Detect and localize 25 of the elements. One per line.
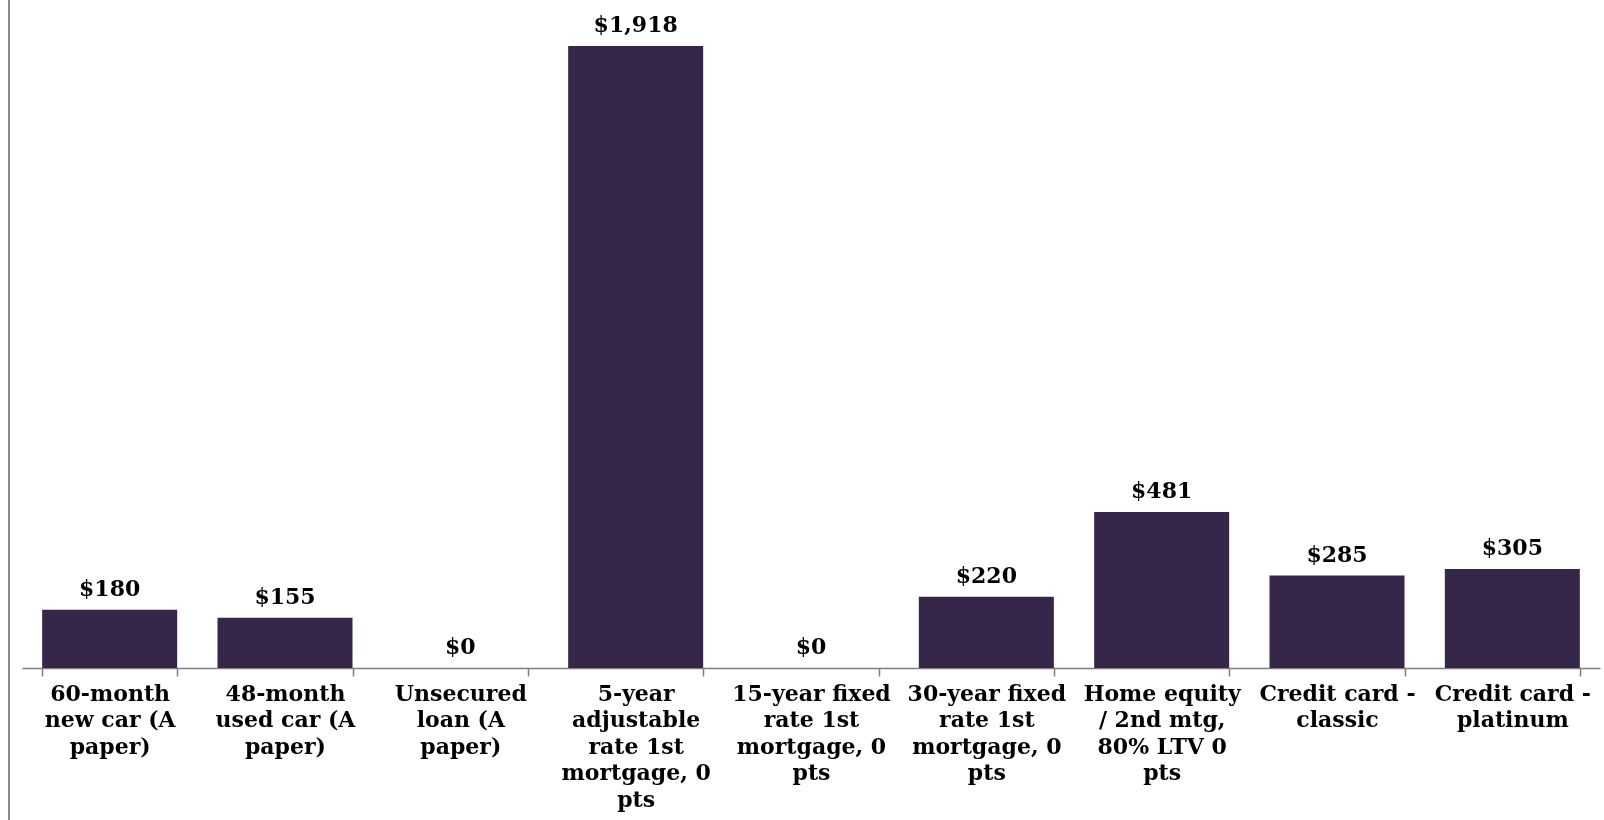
data-label: $155 (254, 582, 316, 609)
x-tick-label: 60-month new car (A paper) (44, 679, 177, 759)
bar (1444, 569, 1580, 668)
data-label: $1,918 (593, 11, 678, 37)
x-tick-label: Unsecured loan (A paper) (394, 679, 527, 759)
data-label: $0 (445, 633, 476, 659)
data-label: $305 (1481, 534, 1543, 561)
bar (1269, 575, 1405, 668)
x-tick-label: 5-year adjustable rate 1st mortgage, 0 pts (561, 679, 711, 812)
bar (918, 596, 1054, 668)
data-label: $180 (79, 574, 141, 601)
x-tick-label: Credit card - platinum (1434, 679, 1591, 732)
x-tick-label: 15-year fixed rate 1st mortgage, 0 pts (732, 679, 891, 785)
x-tick-label: Home equity / 2nd mtg, 80% LTV 0 pts (1083, 679, 1242, 785)
x-tick-label: Credit card - classic (1259, 679, 1416, 732)
bar (42, 609, 178, 668)
x-tick-label: 48-month used car (A paper) (215, 679, 357, 759)
data-label: $285 (1306, 540, 1368, 567)
bar (568, 46, 704, 668)
bar (217, 617, 353, 668)
bar (1094, 512, 1230, 668)
data-label: $220 (955, 561, 1017, 588)
data-label: $0 (795, 633, 827, 659)
data-label: $481 (1131, 477, 1193, 504)
x-tick-label: 30-year fixed rate 1st mortgage, 0 pts (907, 679, 1067, 785)
